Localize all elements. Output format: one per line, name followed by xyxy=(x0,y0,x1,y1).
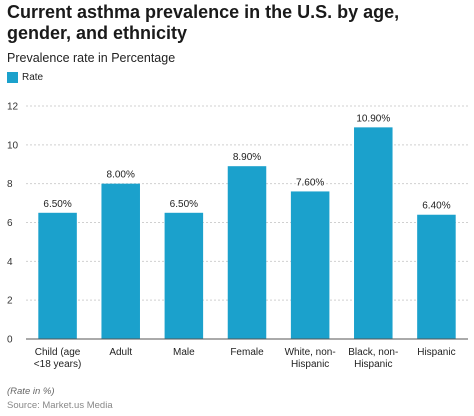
x-tick-label: Black, non-Hispanic xyxy=(348,347,398,370)
data-label: 10.90% xyxy=(356,113,390,124)
y-tick-label: 8 xyxy=(7,179,13,190)
x-tick-label: Female xyxy=(230,347,264,358)
bar xyxy=(354,127,393,339)
data-label: 8.00% xyxy=(107,170,135,181)
bar xyxy=(164,212,204,339)
legend-swatch xyxy=(7,72,18,83)
bar xyxy=(290,191,330,339)
y-tick-label: 6 xyxy=(7,218,13,229)
y-tick-label: 12 xyxy=(7,102,19,113)
y-tick-label: 2 xyxy=(7,296,13,307)
y-tick-label: 4 xyxy=(7,257,13,268)
chart-subtitle: Prevalence rate in Percentage xyxy=(7,51,176,65)
x-tick-label: Child (age <18 years) xyxy=(34,347,82,370)
x-tick-label: Male xyxy=(173,347,195,358)
y-tick-label: 10 xyxy=(7,140,19,151)
chart-note: (Rate in %) xyxy=(7,386,55,397)
x-tick-label: Adult xyxy=(109,347,132,358)
x-tick-label: Hispanic xyxy=(417,347,455,358)
bar xyxy=(38,212,77,339)
legend-label: Rate xyxy=(22,72,44,83)
data-label: 7.60% xyxy=(296,177,324,188)
data-label: 6.50% xyxy=(170,199,198,210)
bar xyxy=(417,214,456,339)
data-label: 6.50% xyxy=(43,199,71,210)
chart-source: Source: Market.us Media xyxy=(7,400,113,411)
data-label: 6.40% xyxy=(422,201,450,212)
data-label: 8.90% xyxy=(233,152,261,163)
bar xyxy=(101,183,140,339)
bar xyxy=(227,166,267,339)
chart-title: Current asthma prevalence in the U.S. by… xyxy=(7,2,400,43)
legend: Rate xyxy=(7,72,43,83)
x-tick-label: White, non-Hispanic xyxy=(285,347,336,370)
y-tick-label: 0 xyxy=(7,335,13,346)
